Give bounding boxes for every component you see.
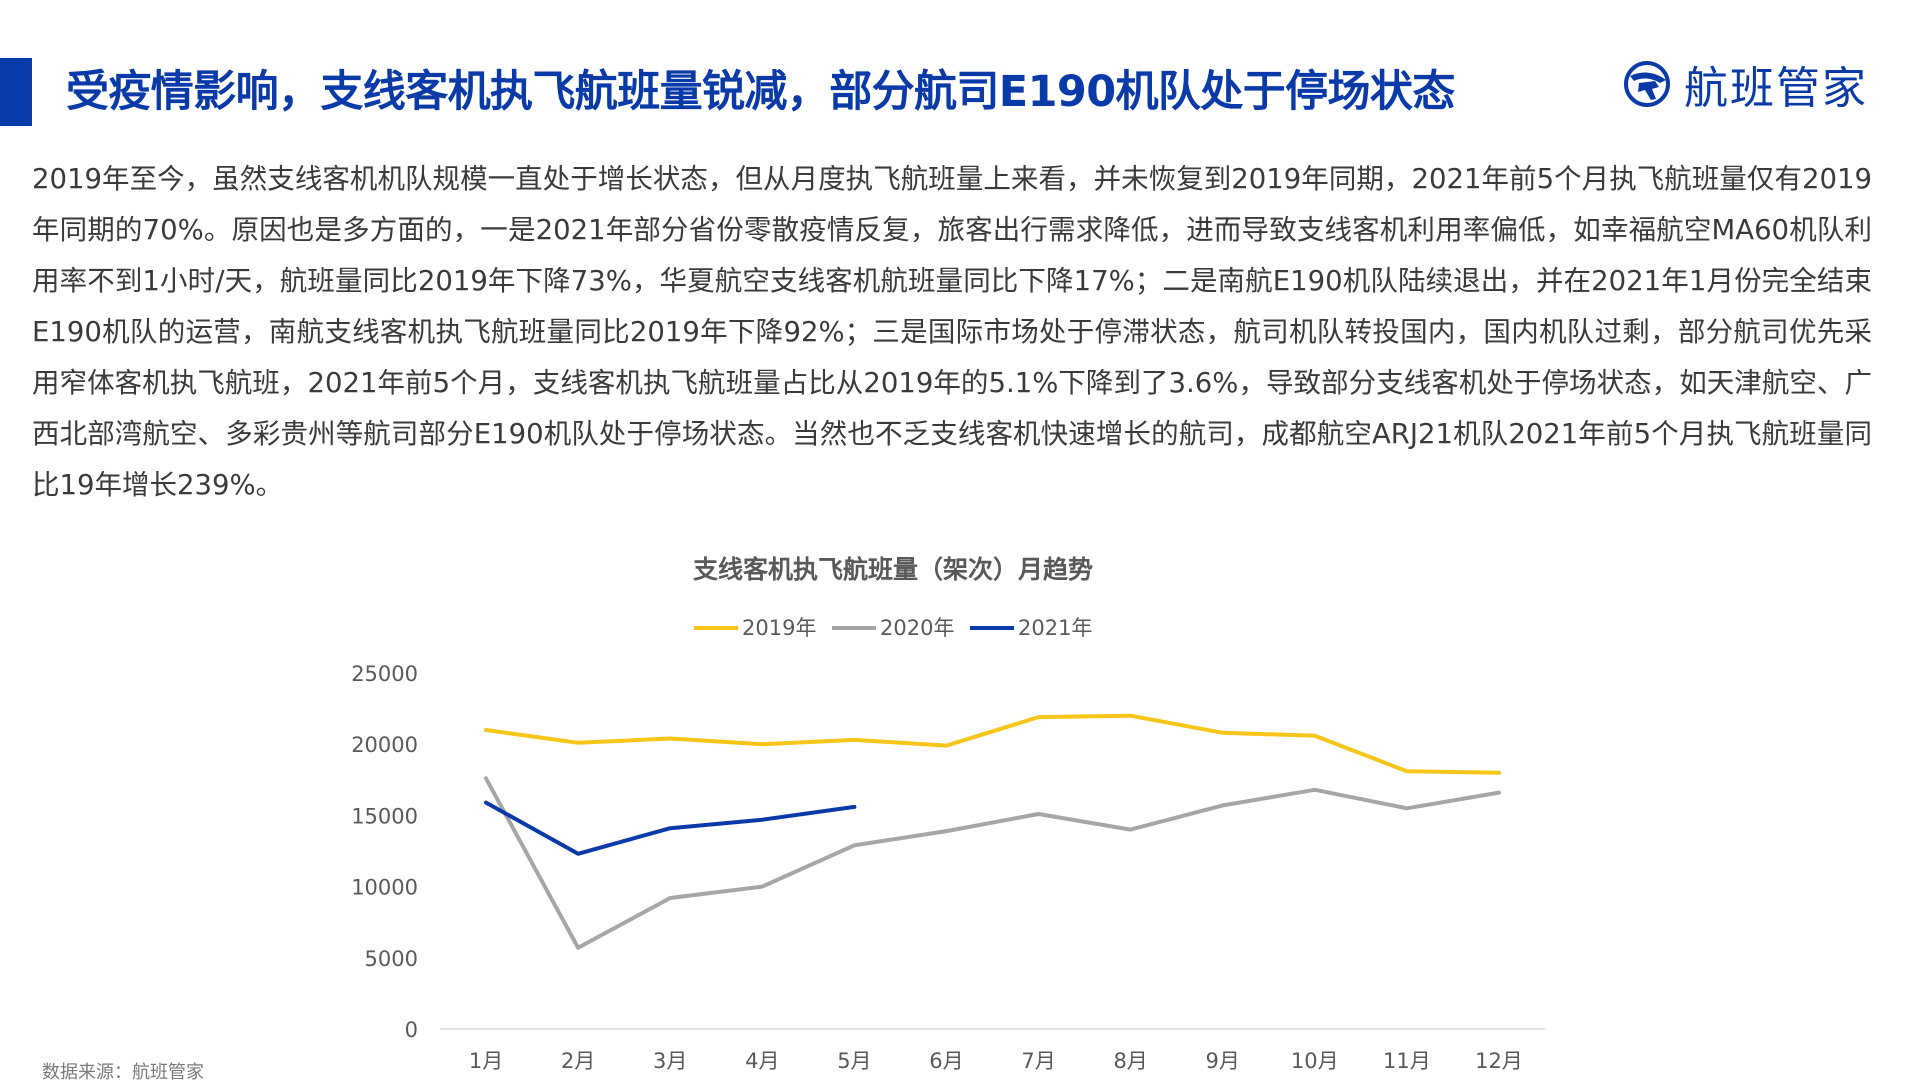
logo-text: 航班管家 bbox=[1684, 63, 1868, 114]
legend-label: 2021年 bbox=[1018, 616, 1092, 640]
x-tick-label: 7月 bbox=[1021, 1049, 1055, 1073]
brand-logo: 航班管家 bbox=[1622, 56, 1868, 114]
y-tick-label: 15000 bbox=[351, 804, 418, 828]
y-tick-label: 10000 bbox=[351, 876, 418, 900]
x-tick-label: 4月 bbox=[745, 1049, 779, 1073]
series-lines bbox=[484, 713, 1501, 950]
x-tick-label: 10月 bbox=[1291, 1049, 1339, 1073]
x-tick-label: 2月 bbox=[561, 1049, 595, 1073]
x-tick-label: 1月 bbox=[469, 1049, 503, 1073]
x-axis: 1月 2月 3月 4月 5月 6月 7月 8月 9月 10月 11月 12月 bbox=[440, 1028, 1545, 1073]
x-tick-label: 9月 bbox=[1206, 1049, 1240, 1073]
x-tick-label: 12月 bbox=[1475, 1049, 1523, 1073]
airplane-globe-logo-icon bbox=[1624, 61, 1670, 107]
x-tick-label: 11月 bbox=[1383, 1049, 1431, 1073]
x-tick-label: 5月 bbox=[837, 1049, 871, 1073]
title-accent-bar bbox=[0, 58, 32, 126]
chart-legend: 2019年 2020年 2021年 bbox=[694, 616, 1092, 640]
x-tick-label: 6月 bbox=[929, 1049, 963, 1073]
y-tick-label: 5000 bbox=[365, 947, 418, 971]
legend-label: 2020年 bbox=[880, 616, 954, 640]
body-paragraph: 2019年至今，虽然支线客机机队规模一直处于增长状态，但从月度执飞航班量上来看，… bbox=[32, 163, 1872, 501]
chart-title: 支线客机执飞航班量（架次）月趋势 bbox=[693, 555, 1093, 584]
series-line bbox=[484, 800, 857, 856]
y-tick-label: 0 bbox=[405, 1018, 418, 1042]
data-source-note: 数据来源：航班管家 bbox=[42, 1062, 204, 1083]
series-line bbox=[484, 713, 1501, 775]
legend-label: 2019年 bbox=[742, 616, 816, 640]
x-tick-label: 8月 bbox=[1113, 1049, 1147, 1073]
y-tick-label: 20000 bbox=[351, 733, 418, 757]
page-title: 受疫情影响，支线客机执飞航班量锐减，部分航司E190机队处于停场状态 bbox=[66, 67, 1455, 117]
series-line bbox=[484, 776, 1501, 950]
y-axis: 0 5000 10000 15000 20000 25000 bbox=[351, 662, 418, 1042]
line-chart-svg: 支线客机执飞航班量（架次）月趋势 2019年 2020年 2021年 0 5000 10… bbox=[351, 555, 1545, 1073]
x-tick-label: 3月 bbox=[653, 1049, 687, 1073]
line-chart: 支线客机执飞航班量（架次）月趋势 2019年 2020年 2021年 0 5000 10… bbox=[0, 540, 1920, 1080]
y-tick-label: 25000 bbox=[351, 662, 418, 686]
